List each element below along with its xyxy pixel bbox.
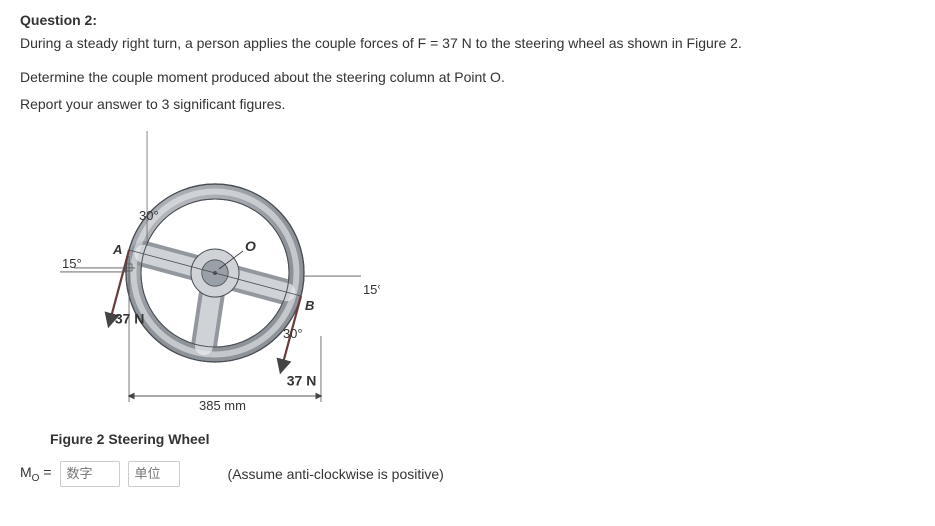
figure-caption: Figure 2 Steering Wheel [50, 431, 915, 447]
svg-text:385 mm: 385 mm [199, 398, 246, 413]
question-text: During a steady right turn, a person app… [20, 34, 915, 54]
svg-text:B: B [305, 298, 314, 313]
equals-sign: = [43, 464, 51, 480]
question-instr1: Determine the couple moment produced abo… [20, 68, 915, 88]
mo-sub: O [32, 473, 40, 484]
mo-label: MO = [20, 464, 52, 484]
svg-text:37 N: 37 N [287, 372, 317, 388]
svg-text:30°: 30° [283, 326, 303, 341]
steering-wheel-diagram: OAB30°37 N30°37 N15°15°385 mm [50, 123, 380, 423]
mo-m: M [20, 464, 32, 480]
svg-text:15°: 15° [363, 282, 380, 297]
figure-container: OAB30°37 N30°37 N15°15°385 mm Figure 2 S… [50, 123, 915, 447]
svg-text:O: O [245, 238, 256, 254]
svg-text:37 N: 37 N [115, 310, 145, 326]
unit-input[interactable] [128, 461, 180, 487]
question-instr2: Report your answer to 3 significant figu… [20, 95, 915, 115]
svg-text:A: A [112, 242, 122, 257]
sign-convention-hint: (Assume anti-clockwise is positive) [228, 466, 444, 482]
answer-row: MO = (Assume anti-clockwise is positive) [20, 461, 915, 487]
svg-text:30°: 30° [139, 208, 159, 223]
svg-text:15°: 15° [62, 256, 82, 271]
value-input[interactable] [60, 461, 120, 487]
question-title: Question 2: [20, 12, 915, 28]
